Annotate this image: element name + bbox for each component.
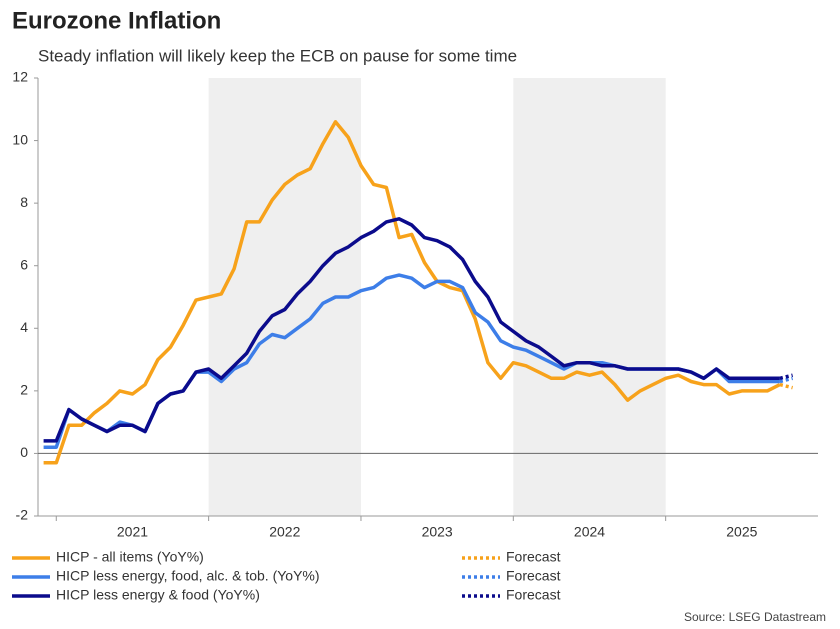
- y-tick-label: 6: [20, 256, 28, 272]
- series-line: [43, 273, 780, 449]
- chart-title: Eurozone Inflation: [12, 7, 221, 34]
- x-tick-label: 2023: [422, 524, 453, 540]
- y-tick-label: 0: [20, 444, 28, 460]
- x-tick-label: 2022: [269, 524, 300, 540]
- source-note: Source: LSEG Datastream: [684, 610, 826, 624]
- legend-label: HICP - all items (YoY%): [56, 549, 204, 565]
- forecast-line: [779, 373, 794, 381]
- y-tick-label: 2: [20, 382, 28, 398]
- legend-label: Forecast: [506, 549, 561, 565]
- forecast-line: [779, 376, 794, 384]
- legend-label: HICP less energy & food (YoY%): [56, 587, 260, 603]
- legend-label: Forecast: [506, 568, 561, 584]
- x-tick-label: 2025: [726, 524, 757, 540]
- series-line: [43, 120, 781, 465]
- forecast-line: [779, 382, 794, 390]
- x-tick-label: 2021: [117, 524, 148, 540]
- legend-label: Forecast: [506, 587, 561, 603]
- y-tick-label: -2: [16, 507, 29, 523]
- y-tick-label: 12: [12, 69, 28, 85]
- chart-subtitle: Steady inflation will likely keep the EC…: [38, 46, 517, 65]
- y-tick-label: 8: [20, 194, 28, 210]
- shaded-band: [513, 78, 666, 516]
- y-tick-label: 10: [12, 131, 28, 147]
- legend-label: HICP less energy, food, alc. & tob. (YoY…: [56, 568, 320, 584]
- x-tick-label: 2024: [574, 524, 605, 540]
- y-tick-label: 4: [20, 319, 28, 335]
- series-line: [43, 217, 780, 443]
